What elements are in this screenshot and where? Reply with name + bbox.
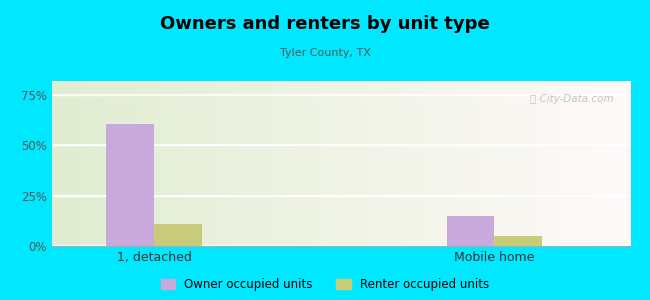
Bar — [495, 236, 542, 246]
Text: Ⓢ City-Data.com: Ⓢ City-Data.com — [530, 94, 613, 104]
Bar — [447, 216, 495, 246]
Text: Tyler County, TX: Tyler County, TX — [280, 48, 370, 58]
Text: Owners and renters by unit type: Owners and renters by unit type — [160, 15, 490, 33]
Legend: Owner occupied units, Renter occupied units: Owner occupied units, Renter occupied un… — [161, 278, 489, 291]
Bar — [107, 124, 154, 246]
Bar — [154, 224, 202, 246]
